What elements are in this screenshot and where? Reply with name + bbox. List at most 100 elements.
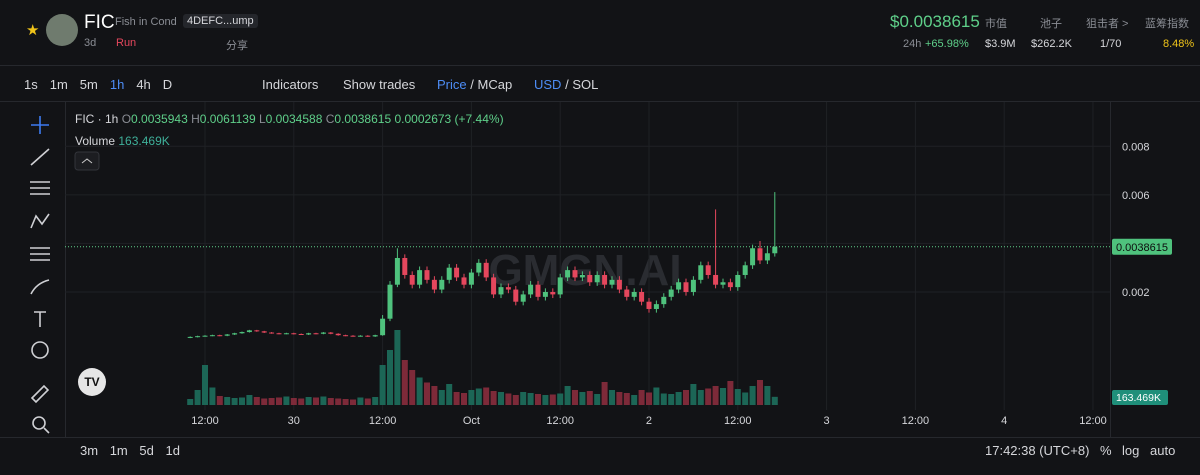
percent-toggle[interactable]: % xyxy=(1100,443,1112,458)
ohlc-label: L xyxy=(258,112,266,126)
range-bar: 3m 1m 5d 1d xyxy=(80,443,180,458)
x-tick-label: 12:00 xyxy=(546,415,574,427)
volume-bar xyxy=(601,382,608,405)
candle-body xyxy=(757,248,763,261)
volume-bar xyxy=(290,398,297,405)
candle-body xyxy=(454,267,460,278)
volume-bar xyxy=(586,391,593,405)
candle-body xyxy=(357,335,363,337)
interval[interactable]: 1m xyxy=(49,77,68,92)
volume-bar xyxy=(409,370,416,405)
candle-body xyxy=(690,279,696,292)
candle-body xyxy=(557,277,563,295)
candle-body xyxy=(727,282,733,288)
interval[interactable]: D xyxy=(162,77,173,92)
range[interactable]: 3m xyxy=(80,443,99,458)
drawing-tools[interactable] xyxy=(30,116,50,434)
volume-bar xyxy=(416,377,423,405)
candle-body xyxy=(631,291,637,297)
volume-bar xyxy=(490,391,497,405)
range[interactable]: 5d xyxy=(139,443,154,458)
candle-body xyxy=(195,336,201,338)
candle-body xyxy=(187,336,193,338)
toolbar: 1s 1m 5m 1h 4h D xyxy=(24,77,184,92)
ohlc-value: 0.0035943 xyxy=(131,112,188,126)
price-option[interactable]: Price xyxy=(437,77,467,92)
address[interactable]: 4DEFC...ump xyxy=(183,14,258,28)
candle-body xyxy=(661,296,667,305)
indicators[interactable]: Indicators xyxy=(262,77,319,92)
volume-bar xyxy=(505,393,512,405)
price-toggle[interactable]: Price / MCap xyxy=(437,77,512,92)
volume-bar xyxy=(557,393,564,405)
token-name: Fish in Cond xyxy=(115,16,177,28)
mcap-option[interactable]: MCap xyxy=(477,77,513,92)
candle-body xyxy=(750,248,756,266)
log-toggle[interactable]: log xyxy=(1122,443,1140,458)
watermark: GMGN.AI xyxy=(488,246,681,295)
auto-toggle[interactable]: auto xyxy=(1150,443,1176,458)
candle-body xyxy=(653,304,659,309)
candle-body xyxy=(209,335,215,337)
candle-body xyxy=(394,257,400,285)
candle-body xyxy=(224,334,230,336)
currency-toggle[interactable]: USD / SOL xyxy=(534,77,598,92)
show-trades[interactable]: Show trades xyxy=(343,77,416,92)
volume-title: Volume xyxy=(75,134,116,148)
x-tick-label: Oct xyxy=(463,415,480,427)
volume-bar xyxy=(438,390,445,405)
candle-body xyxy=(587,274,593,283)
collapse-button[interactable] xyxy=(74,151,100,171)
candle-body xyxy=(350,335,356,337)
tv-logo-text: TV xyxy=(84,375,99,389)
candle-body xyxy=(616,279,622,290)
range[interactable]: 1m xyxy=(109,443,128,458)
candle-body xyxy=(624,289,630,297)
candle-body xyxy=(528,284,534,295)
sol-option[interactable]: SOL xyxy=(572,77,599,92)
last-volume-box xyxy=(1112,390,1168,405)
pool: $262.2K xyxy=(1031,38,1072,50)
volume-bar xyxy=(446,384,453,405)
candle-body xyxy=(431,279,437,290)
candle-body xyxy=(461,277,467,285)
candle-body xyxy=(254,330,260,332)
candle-body xyxy=(202,335,208,337)
volume-bar xyxy=(305,397,312,405)
candle-body xyxy=(269,332,275,334)
volume-bar xyxy=(690,384,697,405)
candle-body xyxy=(298,333,304,335)
interval[interactable]: 1s xyxy=(24,77,38,92)
symbol: FIC xyxy=(84,12,115,33)
interval[interactable]: 1h xyxy=(109,77,125,92)
usd-option[interactable]: USD xyxy=(534,77,562,92)
candle-body xyxy=(409,274,415,285)
range[interactable]: 1d xyxy=(165,443,180,458)
snipers: 1/70 xyxy=(1100,38,1122,50)
divider xyxy=(1110,102,1111,437)
favorite-star[interactable]: ★ xyxy=(26,22,40,39)
volume-bar xyxy=(645,392,652,405)
volume-bar xyxy=(571,390,578,405)
interval[interactable]: 4h xyxy=(136,77,151,92)
candle-body xyxy=(542,291,548,297)
clock: 17:42:38 (UTC+8) xyxy=(985,443,1090,458)
share[interactable]: 分享 xyxy=(226,40,248,52)
candle-body xyxy=(417,270,423,285)
ohlc-label: O xyxy=(121,112,132,126)
x-tick-label: 12:00 xyxy=(724,415,752,427)
volume-bar xyxy=(453,392,460,405)
volume-bar xyxy=(579,392,586,405)
change-label: 24h xyxy=(903,38,922,50)
volume-bar xyxy=(608,390,615,405)
ohlc-value: 0.0061139 xyxy=(199,112,256,126)
last-price-box xyxy=(1112,238,1172,255)
volume-bar xyxy=(542,395,549,405)
stat-label[interactable]: 狙击者 > xyxy=(1086,18,1129,30)
interval[interactable]: 5m xyxy=(79,77,98,92)
x-tick-label: 12:00 xyxy=(902,415,930,427)
candle-body xyxy=(372,335,378,337)
volume-bar xyxy=(246,395,253,405)
volume-bar xyxy=(261,398,268,405)
